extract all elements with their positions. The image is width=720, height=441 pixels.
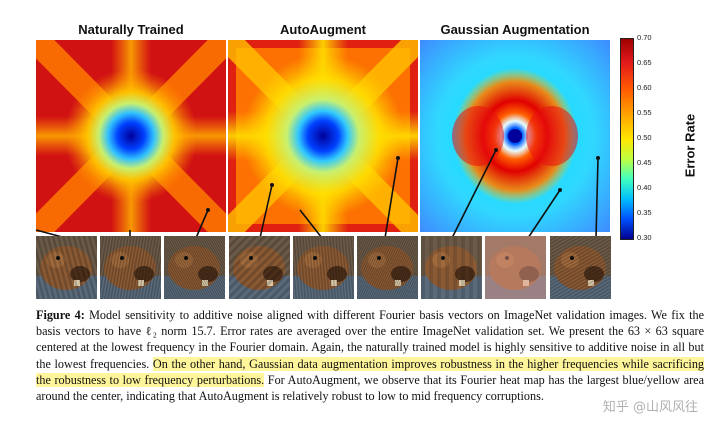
beaver-thumbnail (549, 236, 612, 299)
beaver-thumbnail (421, 236, 484, 299)
beaver-thumbnail (485, 236, 548, 299)
panel-title-gaussian-augmentation: Gaussian Augmentation (440, 22, 590, 37)
beaver-thumbnail (228, 236, 291, 299)
beaver-thumbnail (100, 236, 163, 299)
panel-title-naturally-trained: Naturally Trained (78, 22, 184, 37)
beaver-thumbnail (36, 236, 98, 299)
heatmap-gaussian-augmentation (420, 40, 610, 232)
caption-label: Figure 4: (36, 308, 85, 322)
colorbar (620, 38, 634, 240)
watermark: 知乎 @山风风往 (602, 400, 698, 415)
colorbar-tick: 0.35 (637, 208, 652, 217)
colorbar-tick: 0.65 (637, 58, 652, 67)
heatmap-autoaugment (228, 40, 418, 232)
figure-caption: Figure 4: Model sensitivity to additive … (36, 307, 705, 404)
beaver-thumbnail (292, 236, 355, 299)
panel-title-autoaugment: AutoAugment (280, 22, 366, 37)
caption-text: Model sensitivity to additive noise alig… (36, 308, 704, 371)
colorbar-tick: 0.30 (637, 233, 652, 242)
colorbar-tick: 0.45 (637, 158, 652, 167)
colorbar-tick: 0.55 (637, 108, 652, 117)
colorbar-tick: 0.60 (637, 83, 652, 92)
beaver-thumbnail (357, 236, 419, 299)
caption-text: For AutoAugment, we observe that its Fou… (36, 372, 704, 404)
colorbar-tick: 0.70 (637, 33, 652, 42)
colorbar-tick: 0.40 (637, 183, 652, 192)
heatmap-naturally-trained (36, 40, 226, 232)
colorbar-tick: 0.50 (637, 133, 652, 142)
beaver-thumbnail (164, 236, 227, 299)
